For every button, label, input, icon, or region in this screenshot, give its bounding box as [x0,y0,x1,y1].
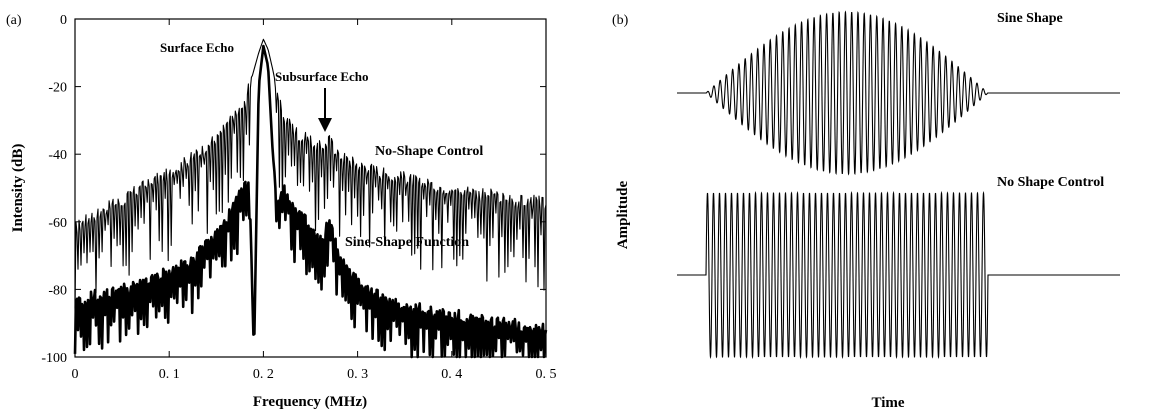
plot-frame-a [74,18,547,358]
legend-no-shape-control: No-Shape Control [375,144,483,159]
y-tick-label: -80 [48,283,67,298]
x-tick-label: 0. 5 [536,367,557,382]
x-tick-label: 0. 1 [159,367,180,382]
x-axis-label-a: Frequency (MHz) [253,394,367,410]
annotation-surface-echo: Surface Echo [160,40,234,55]
y-tick-label: -40 [48,148,67,163]
panel-b-label: (b) [612,13,629,28]
series-line-no-shape-control [74,38,547,309]
y-tick-label: -20 [48,81,67,96]
y-axis-ticks-a: 0 -20 -40 -60 -80 -100 [41,13,546,366]
y-axis-label-a: Intensity (dB) [10,144,26,233]
y-tick-label: -100 [41,351,67,366]
label-sine-shape: Sine Shape [997,11,1063,26]
label-no-shape-control: No Shape Control [997,175,1104,190]
x-tick-label: 0 [72,367,79,382]
waveform-sine-shape [677,10,1120,176]
x-tick-label: 0. 3 [347,367,368,382]
subsurface-echo-arrow [318,88,332,132]
y-tick-label: -60 [48,216,67,231]
series-line-sine-shape-function [73,44,548,359]
x-axis-label-b: Time [871,395,904,411]
y-tick-label: 0 [60,13,67,28]
x-axis-ticks-a: 0 0. 1 0. 2 0. 3 0. 4 0. 5 [72,19,557,382]
x-tick-label: 0. 4 [441,367,462,382]
legend-sine-shape-function: Sine-Shape Function [345,235,469,250]
y-axis-label-b: Amplitude [615,180,631,249]
panel-a-label: (a) [6,13,22,28]
panel-b: (b) Amplitude Time Sine Shape No Shape C… [612,10,1120,411]
x-tick-label: 0. 2 [253,367,274,382]
waveform-no-shape-control [677,190,1120,360]
series-lines-a [73,38,548,359]
annotation-subsurface-echo: Subsurface Echo [275,69,369,84]
waveforms-b [677,10,1120,360]
